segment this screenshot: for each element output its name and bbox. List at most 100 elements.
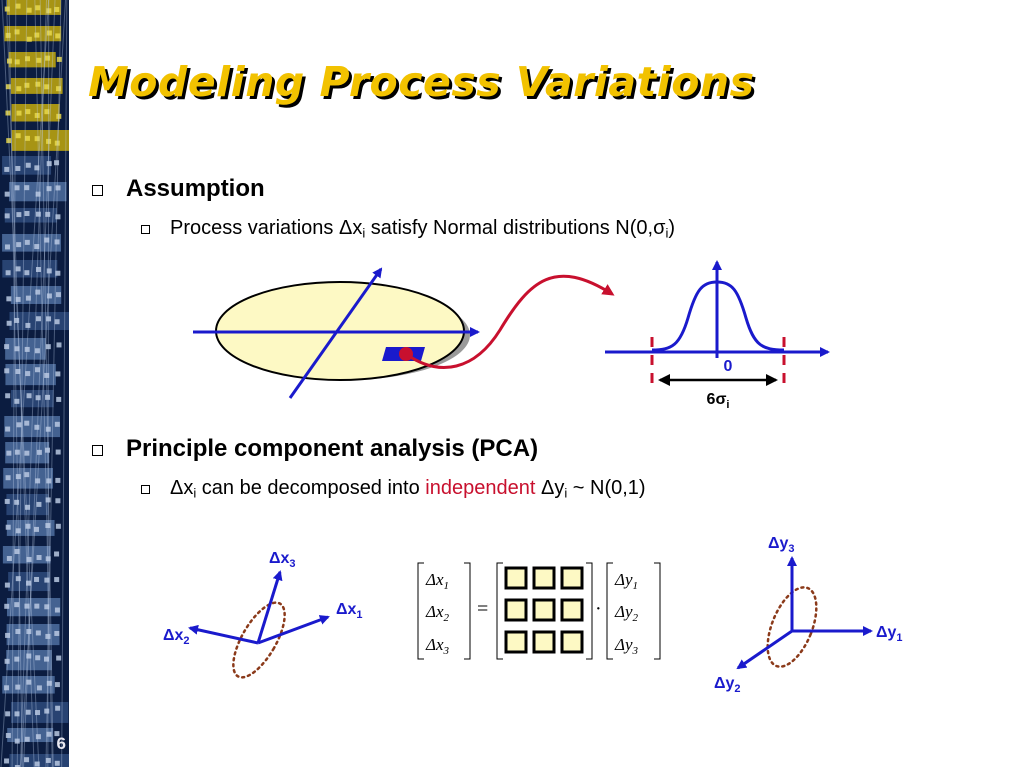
circuit-element [24,135,30,141]
circuit-element [4,603,10,609]
circuit-element [35,191,41,197]
circuit-element [35,395,41,401]
circuit-element [55,449,61,455]
circuit-element [45,447,51,453]
bullet-pca-label: Principle component analysis (PCA) [126,435,539,462]
circuit-element [14,449,20,455]
circuit-element [26,629,32,635]
subscript: i [564,485,568,501]
circuit-element [34,112,40,118]
circuit-element [35,710,41,716]
circuit-element [6,494,49,516]
circuit-element [45,556,51,562]
circuit-element [44,372,50,378]
circuit-element [15,165,21,171]
circuit-element [6,555,12,561]
circuit-element [54,682,60,688]
circuit-element [24,239,30,245]
circuit-element [54,6,60,12]
circuit-element [46,8,52,14]
circuit-element [24,211,30,217]
slide-number: 6 [56,734,66,753]
circuit-element [4,6,10,12]
circuit-element [5,270,11,276]
matrix-bracket-open [496,562,503,660]
circuit-element [24,270,30,276]
circuit-element [46,161,52,167]
text-segment: ) [668,217,675,239]
matrix-bracket-close [586,562,593,660]
text-segment: ~ N(0,1) [567,477,646,499]
x1-label: Δx1 [336,601,363,621]
circuit-element [14,656,20,662]
x2-label: Δx2 [163,627,190,647]
circuit-element [34,367,40,373]
circuit-element [54,630,60,636]
circuit-element [23,0,56,767]
circuit-element [44,109,50,115]
circuit-element [14,29,20,35]
matrix-cell [504,598,528,622]
y3-label: Δy3 [768,535,795,555]
matrix-cell [532,630,556,654]
zero-label: 0 [724,358,733,375]
circuit-element [24,346,30,352]
eq-x1: Δx1 [425,570,449,592]
circuit-element [34,32,40,38]
circuit-element [8,52,56,68]
circuit-element [35,655,41,661]
circuit-element [35,266,41,272]
right-vector-bracket-open [606,562,613,660]
circuit-element [55,498,61,504]
circuit-element [46,293,52,299]
circuit-element [55,270,61,276]
bullet-assumption: Assumption [92,175,265,203]
circuit-element [24,420,30,426]
circuit-element [11,104,60,122]
circuit-element [25,295,31,301]
text-segment: Δy [535,477,565,499]
circuit-element [46,138,52,144]
circuit-element [6,58,12,64]
circuit-element [46,268,52,274]
circuit-element [54,421,60,427]
circuit-element [14,317,20,323]
circuit-element [36,685,42,691]
circuit-element [24,82,30,88]
circuit-element [45,394,51,400]
hollow-square-icon [141,225,150,234]
circuit-element [5,0,35,767]
highlight-independent: independent [425,477,536,499]
circuit-element [25,371,31,377]
circuit-element [46,680,52,686]
circuit-element [11,390,54,408]
circuit-element [56,655,62,661]
circuit-element [6,138,12,144]
circuit-element [5,632,11,638]
circuit-element [15,528,21,534]
circuit-element [35,289,41,295]
y2-label: Δy2 [714,675,741,695]
circuit-element [34,348,40,354]
gaussian-curve [651,280,785,352]
circuit-element [39,0,54,767]
circuit-element [26,393,32,399]
circuit-element [5,84,11,90]
circuit-element [24,450,30,456]
bullet-assumption-label: Assumption [126,175,265,202]
circuit-element [4,416,60,438]
x1-axis [257,615,330,645]
circuit-element [56,86,62,92]
circuit-element [35,5,41,11]
circuit-element [14,346,20,352]
circuit-element [54,731,60,737]
circuit-element [55,214,61,220]
circuit-element [16,422,22,428]
circuit-element [34,136,40,142]
circuit-element [35,316,41,322]
circuit-element [5,524,11,530]
circuit-element [3,468,53,489]
circuit-element [16,110,22,116]
circuit-element [44,84,50,90]
